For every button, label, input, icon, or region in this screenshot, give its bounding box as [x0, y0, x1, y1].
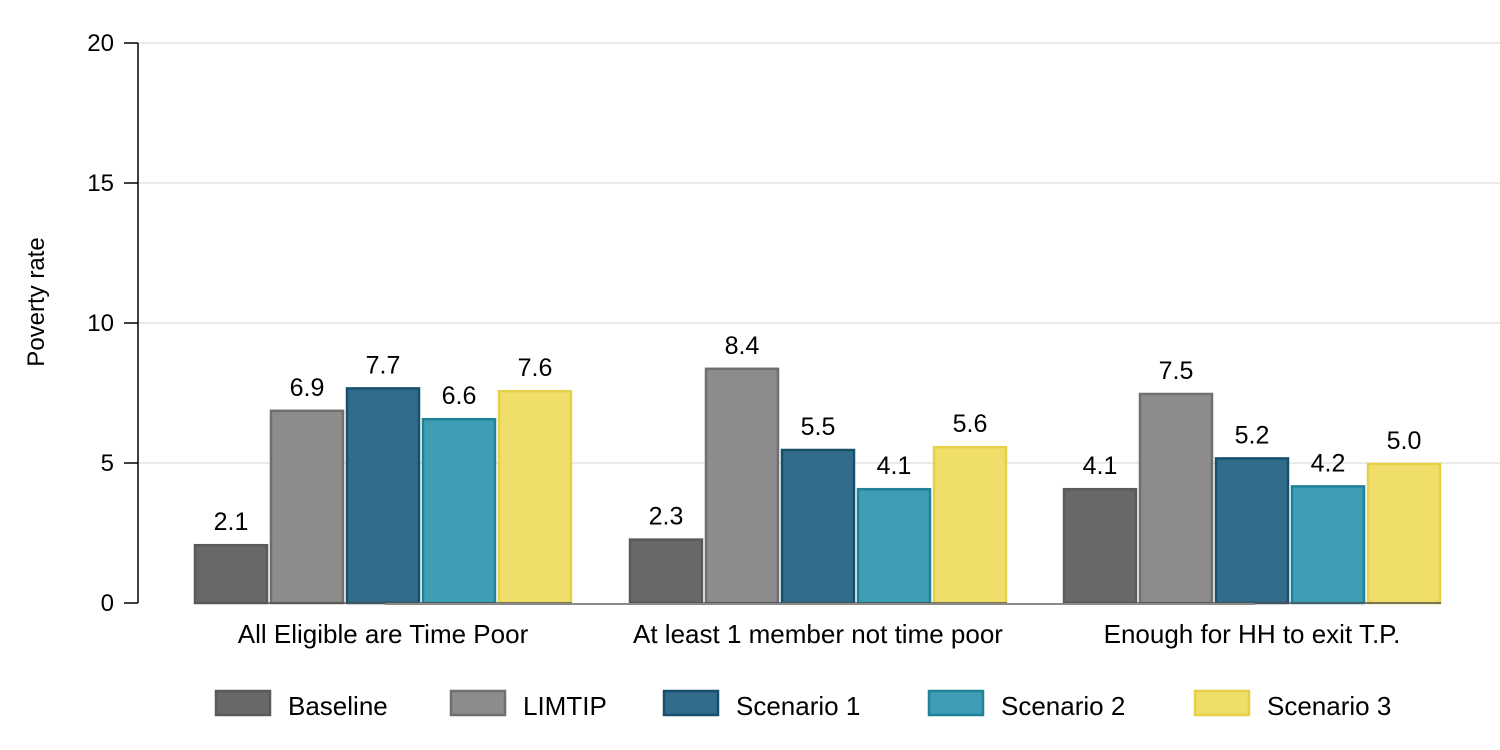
bar-scenario-2-1	[421, 417, 497, 605]
data-label-limtip-1: 6.9	[290, 374, 325, 402]
y-tick-label-10: 10	[87, 310, 114, 337]
data-label-baseline-2: 2.3	[649, 503, 684, 531]
y-tick-label-20: 20	[87, 30, 114, 57]
data-label-limtip-2: 8.4	[725, 332, 760, 360]
legend-label-limtip: LIMTIP	[523, 691, 607, 721]
data-label-scenario-3-2: 5.6	[953, 410, 988, 438]
x-axis-categories: All Eligible are Time Poor At least 1 mem…	[238, 619, 1401, 649]
bar-scenario-2-2	[856, 487, 932, 605]
legend-swatch-baseline	[214, 689, 272, 717]
legend-swatch-scenario-2	[927, 689, 985, 717]
bar-scenario-1-2	[780, 448, 856, 605]
bar-scenario-1-1	[345, 387, 421, 605]
legend-swatch-scenario-1	[662, 689, 720, 717]
bar-baseline-2	[628, 538, 704, 605]
legend-label-baseline: Baseline	[288, 691, 388, 721]
legend: Baseline LIMTIP Scenario 1 Scenario 2 Scenar…	[214, 689, 1391, 721]
data-label-limtip-3: 7.5	[1159, 357, 1194, 385]
data-label-scenario-2-2: 4.1	[877, 452, 912, 480]
legend-label-scenario-1: Scenario 1	[736, 691, 860, 721]
y-axis-title: Poverty rate	[23, 237, 50, 366]
legend-label-scenario-2: Scenario 2	[1001, 691, 1125, 721]
gridlines	[138, 42, 1500, 464]
category-label-1: All Eligible are Time Poor	[238, 619, 529, 649]
bar-limtip-3	[1138, 392, 1214, 605]
bar-scenario-1-3	[1214, 457, 1290, 605]
data-label-scenario-3-3: 5.0	[1387, 427, 1422, 455]
bar-scenario-3-1	[497, 389, 573, 605]
data-label-scenario-2-3: 4.2	[1311, 449, 1346, 477]
data-label-scenario-1-2: 5.5	[801, 413, 836, 441]
category-label-2: At least 1 member not time poor	[633, 619, 1003, 649]
data-label-scenario-1-3: 5.2	[1235, 421, 1270, 449]
data-label-baseline-1: 2.1	[214, 508, 249, 536]
bar-scenario-3-3	[1366, 462, 1442, 605]
legend-label-scenario-3: Scenario 3	[1267, 691, 1391, 721]
data-label-scenario-1-1: 7.7	[366, 351, 401, 379]
bar-baseline-3	[1062, 487, 1138, 605]
data-label-scenario-3-1: 7.6	[518, 354, 553, 382]
bar-baseline-1	[193, 543, 269, 605]
legend-swatch-scenario-3	[1193, 689, 1251, 717]
legend-swatch-limtip	[449, 689, 507, 717]
y-tick-label-0: 0	[101, 590, 114, 617]
y-axis: 0 5 10 15 20	[87, 30, 139, 617]
y-tick-label-5: 5	[101, 450, 114, 477]
y-tick-label-15: 15	[87, 170, 114, 197]
bar-scenario-3-2	[932, 445, 1008, 605]
bar-scenario-2-3	[1290, 485, 1366, 605]
bars	[193, 367, 1442, 605]
data-label-scenario-2-1: 6.6	[442, 382, 477, 410]
data-labels: 2.1 6.9 7.7 6.6 7.6 2.3 8.4 5.5 4.1 5.6 4.1 7.5 5.2 4…	[214, 332, 1422, 536]
data-label-baseline-3: 4.1	[1083, 452, 1118, 480]
bar-limtip-2	[704, 367, 780, 605]
category-label-3: Enough for HH to exit T.P.	[1104, 619, 1401, 649]
bar-limtip-1	[269, 409, 345, 605]
